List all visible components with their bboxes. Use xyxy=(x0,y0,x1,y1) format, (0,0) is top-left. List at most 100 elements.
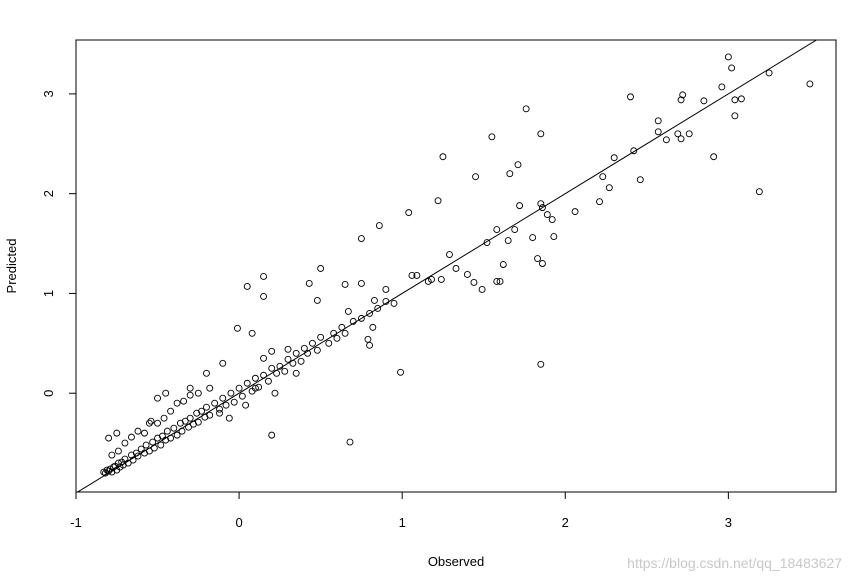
x-tick-label: -1 xyxy=(70,515,82,530)
point xyxy=(408,272,416,279)
point xyxy=(504,237,512,245)
point xyxy=(194,389,202,397)
y-tick-label: 1 xyxy=(41,290,56,297)
point xyxy=(654,117,662,125)
point xyxy=(470,279,478,286)
point xyxy=(382,285,390,293)
point xyxy=(186,391,194,399)
point xyxy=(463,271,471,278)
point xyxy=(344,307,352,315)
point xyxy=(113,429,121,437)
point xyxy=(333,334,341,342)
point xyxy=(755,188,763,196)
point xyxy=(662,136,670,144)
point xyxy=(222,401,230,409)
point xyxy=(173,399,181,407)
point xyxy=(437,276,445,283)
point xyxy=(271,389,279,397)
point xyxy=(710,153,718,161)
point xyxy=(198,407,206,415)
point xyxy=(382,297,390,305)
point xyxy=(268,364,276,372)
point xyxy=(341,281,349,288)
point xyxy=(325,339,333,347)
point xyxy=(292,369,300,377)
point xyxy=(514,161,522,169)
point xyxy=(145,419,153,427)
point xyxy=(304,349,312,357)
point xyxy=(737,95,745,103)
point xyxy=(141,429,148,437)
point xyxy=(114,447,122,455)
point xyxy=(273,369,281,377)
point xyxy=(219,394,227,402)
point xyxy=(284,345,292,353)
point xyxy=(268,431,276,439)
point xyxy=(330,329,338,337)
point xyxy=(203,403,210,411)
point xyxy=(289,359,297,367)
x-tick-label: 2 xyxy=(562,515,569,530)
point xyxy=(128,433,135,441)
point xyxy=(488,133,496,141)
point xyxy=(216,409,223,417)
point xyxy=(731,112,739,120)
point xyxy=(728,64,736,72)
point xyxy=(596,198,603,206)
point xyxy=(242,401,250,409)
point xyxy=(478,285,486,293)
point xyxy=(369,323,377,331)
point xyxy=(806,80,814,88)
point xyxy=(516,202,524,210)
point xyxy=(371,296,378,304)
point xyxy=(300,344,308,352)
point xyxy=(185,423,192,431)
point xyxy=(147,417,155,425)
point xyxy=(317,265,325,272)
point xyxy=(238,392,246,400)
point xyxy=(105,467,113,475)
point xyxy=(452,265,460,272)
point xyxy=(483,239,491,247)
point xyxy=(364,335,372,343)
point xyxy=(529,234,537,242)
point xyxy=(178,427,186,435)
point xyxy=(765,69,773,77)
point xyxy=(281,367,289,375)
point xyxy=(357,314,365,322)
point xyxy=(186,384,194,392)
point xyxy=(243,283,251,290)
point xyxy=(251,374,259,382)
y-tick-label: 3 xyxy=(41,90,56,97)
x-tick-label: 1 xyxy=(399,515,406,530)
point xyxy=(446,251,453,258)
point xyxy=(292,349,300,357)
point xyxy=(538,204,546,212)
point xyxy=(173,431,181,439)
point xyxy=(234,324,241,332)
point xyxy=(134,452,142,460)
point xyxy=(124,459,132,467)
point xyxy=(206,384,214,392)
point xyxy=(154,419,161,427)
point xyxy=(571,208,579,216)
point xyxy=(390,299,398,307)
point xyxy=(677,96,685,104)
point xyxy=(506,170,514,178)
point xyxy=(413,272,421,279)
point xyxy=(630,147,638,155)
point xyxy=(548,216,556,224)
point xyxy=(181,417,189,425)
point xyxy=(194,418,202,426)
point xyxy=(610,154,618,162)
y-axis-title: Predicted xyxy=(4,239,19,294)
point xyxy=(251,384,259,392)
point xyxy=(366,341,374,349)
point xyxy=(472,173,480,181)
point xyxy=(317,333,325,341)
point xyxy=(260,371,268,379)
point xyxy=(145,447,153,455)
point xyxy=(167,434,175,442)
